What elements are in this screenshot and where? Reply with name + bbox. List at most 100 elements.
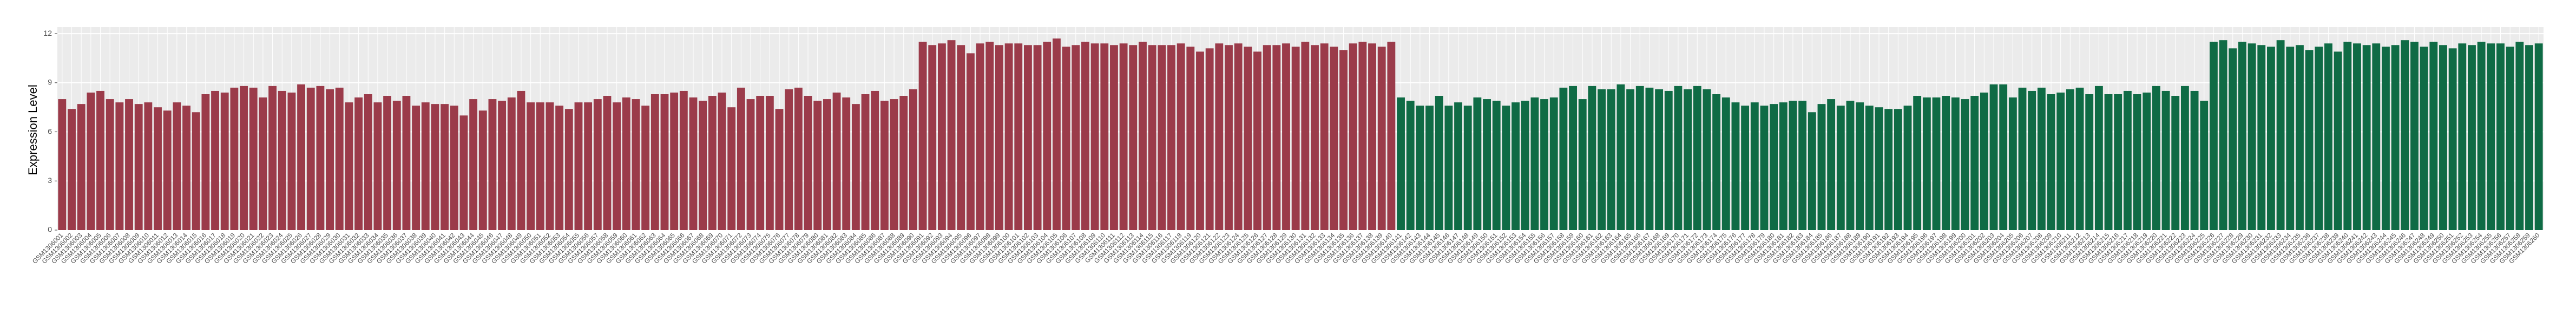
bar bbox=[2238, 42, 2246, 230]
bar bbox=[1712, 94, 1721, 230]
bar bbox=[2382, 47, 2390, 231]
bar bbox=[1635, 86, 1644, 230]
bar bbox=[823, 99, 831, 230]
bar bbox=[1043, 42, 1052, 230]
bar bbox=[1463, 106, 1472, 230]
bar bbox=[851, 104, 860, 230]
bar bbox=[2028, 90, 2036, 230]
bar bbox=[1875, 107, 1883, 230]
bar bbox=[1559, 87, 1568, 231]
bar bbox=[2305, 50, 2314, 230]
bar bbox=[1186, 47, 1195, 231]
bar bbox=[182, 106, 190, 230]
bar bbox=[2410, 42, 2419, 230]
bar bbox=[1033, 45, 1042, 231]
bar bbox=[794, 87, 803, 231]
bar bbox=[2229, 48, 2237, 230]
bar bbox=[450, 106, 458, 230]
bar bbox=[2180, 86, 2189, 230]
bar bbox=[1416, 106, 1424, 230]
bar bbox=[937, 43, 946, 230]
bar bbox=[2018, 87, 2027, 231]
bar bbox=[2248, 43, 2256, 230]
bar bbox=[230, 87, 239, 231]
bar bbox=[1253, 51, 1261, 230]
bar bbox=[2257, 45, 2266, 231]
bar bbox=[459, 115, 468, 230]
bar bbox=[421, 102, 430, 230]
bar bbox=[918, 42, 927, 230]
bar bbox=[2391, 45, 2400, 231]
bar bbox=[1444, 106, 1453, 230]
bar bbox=[1798, 101, 1807, 230]
bar bbox=[1703, 89, 1711, 230]
bar bbox=[765, 96, 774, 230]
bar bbox=[2448, 48, 2457, 230]
bar bbox=[995, 45, 1003, 231]
bar bbox=[278, 90, 286, 230]
bar bbox=[1301, 42, 1310, 230]
bar bbox=[1884, 109, 1893, 230]
bar bbox=[1397, 97, 1405, 230]
bar bbox=[431, 104, 439, 230]
bar bbox=[1674, 86, 1683, 230]
bar bbox=[335, 87, 344, 231]
bar bbox=[1540, 99, 1548, 230]
bar bbox=[2056, 92, 2065, 230]
bar bbox=[1598, 89, 1606, 230]
bar bbox=[1263, 45, 1271, 231]
bar bbox=[2372, 43, 2381, 230]
bar bbox=[689, 97, 698, 230]
bar bbox=[1225, 45, 1233, 231]
bar bbox=[842, 97, 851, 230]
bar bbox=[115, 102, 124, 230]
bar bbox=[804, 96, 812, 230]
bar bbox=[718, 92, 726, 230]
bar bbox=[1865, 106, 1874, 230]
bar bbox=[2114, 94, 2122, 230]
bar bbox=[737, 87, 745, 231]
bar bbox=[603, 96, 612, 230]
bar bbox=[287, 92, 296, 230]
bar bbox=[785, 89, 793, 230]
bar bbox=[1339, 50, 1348, 230]
bar bbox=[1406, 101, 1415, 230]
bar bbox=[746, 99, 755, 230]
bar bbox=[1922, 97, 1931, 230]
bar bbox=[478, 110, 487, 230]
bar bbox=[584, 102, 593, 230]
bar bbox=[2037, 87, 2046, 231]
bar bbox=[326, 89, 334, 230]
bar bbox=[2487, 43, 2495, 230]
bar bbox=[1349, 43, 1357, 230]
bar bbox=[1272, 45, 1281, 231]
bar bbox=[354, 97, 363, 230]
bar bbox=[1167, 45, 1175, 231]
bar bbox=[1148, 45, 1156, 231]
bar bbox=[775, 109, 784, 230]
bar bbox=[441, 104, 449, 230]
bar bbox=[402, 96, 411, 230]
bar bbox=[2133, 94, 2141, 230]
bar bbox=[1244, 47, 1252, 231]
bar bbox=[2401, 40, 2409, 231]
bar bbox=[469, 99, 478, 230]
bar bbox=[1616, 84, 1625, 230]
bar bbox=[2477, 42, 2486, 230]
bar bbox=[1502, 106, 1510, 230]
bar bbox=[306, 87, 315, 231]
bar bbox=[373, 102, 382, 230]
bar bbox=[1569, 86, 1577, 230]
bar bbox=[2152, 86, 2160, 230]
bar bbox=[498, 101, 507, 230]
bar bbox=[1387, 42, 1396, 230]
bar bbox=[1817, 104, 1826, 230]
bar bbox=[1014, 43, 1023, 230]
bar bbox=[1492, 101, 1501, 230]
bar bbox=[756, 96, 765, 230]
bar bbox=[2075, 87, 2084, 231]
bar bbox=[1664, 90, 1673, 230]
bar bbox=[1330, 47, 1338, 231]
bar bbox=[1693, 86, 1701, 230]
